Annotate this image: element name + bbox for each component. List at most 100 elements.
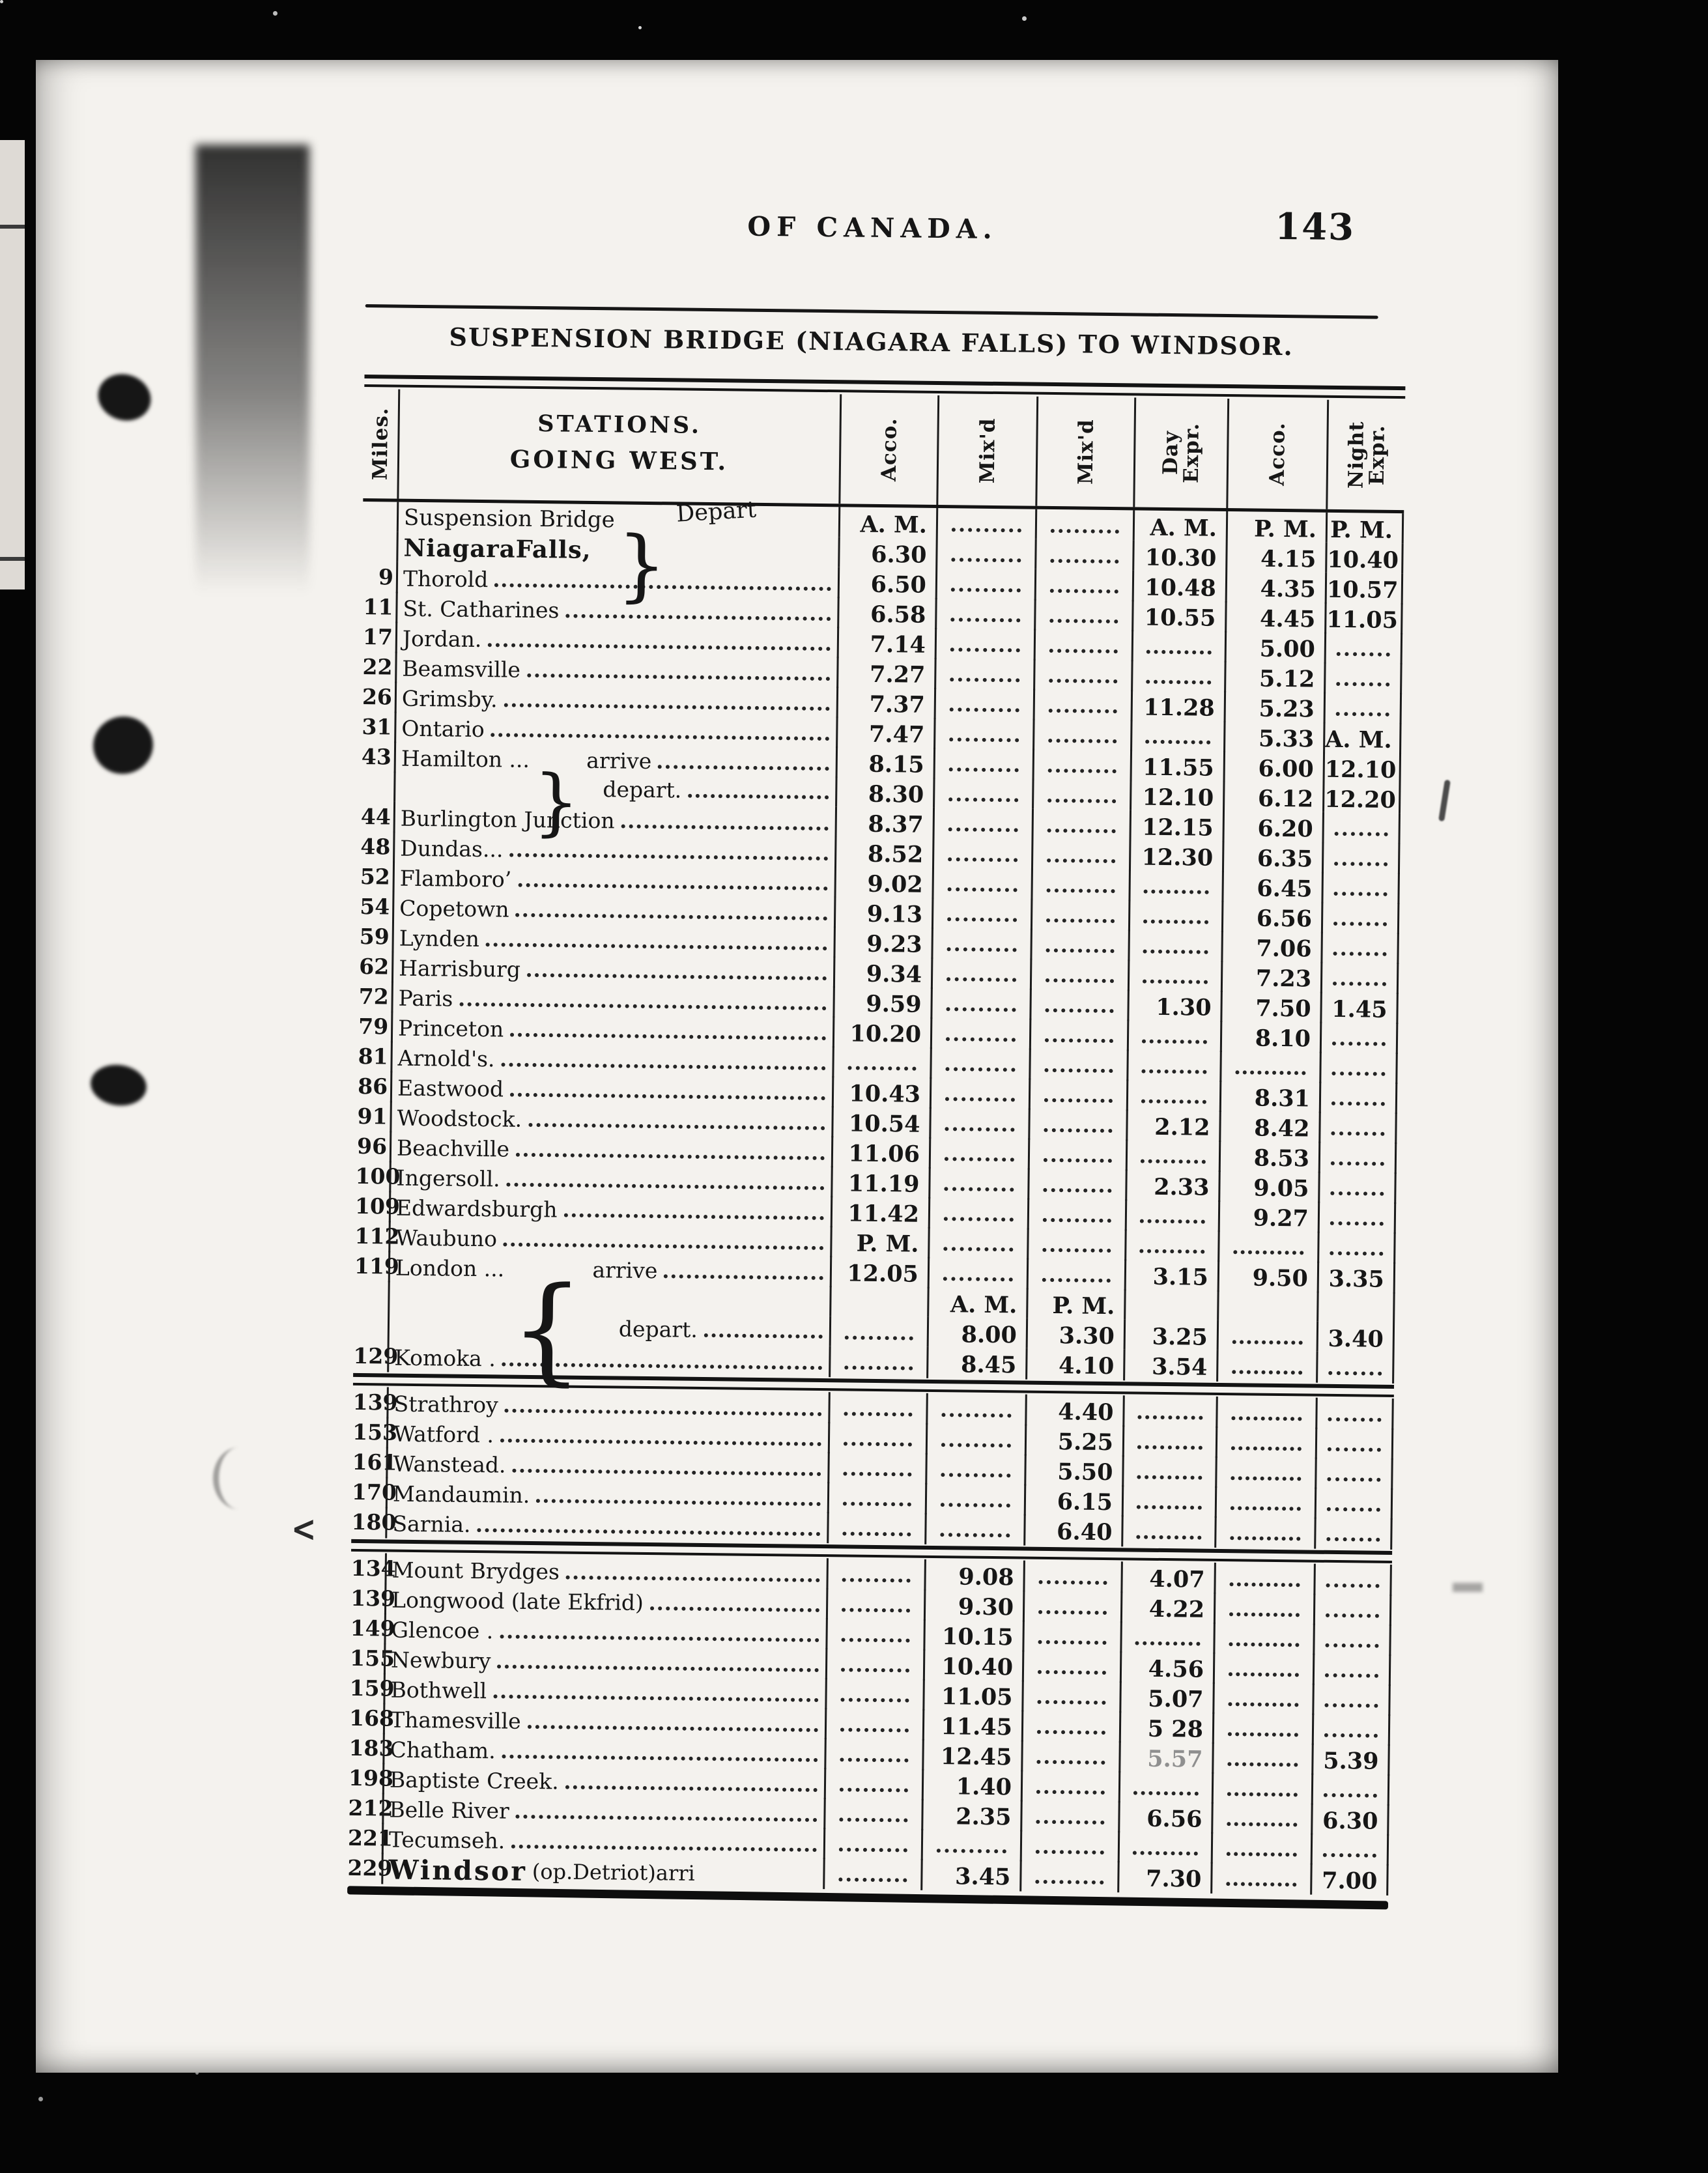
time-cell bbox=[1311, 1713, 1391, 1746]
time-value: 9.34 bbox=[866, 960, 922, 988]
dotted-filler bbox=[1132, 1851, 1199, 1856]
dotted-filler bbox=[1037, 1669, 1107, 1675]
dotted-leader bbox=[565, 1785, 818, 1793]
time-cell bbox=[1324, 632, 1403, 665]
time-cell: 9.23 bbox=[833, 926, 932, 959]
time-value: 7.00 bbox=[1321, 1867, 1378, 1895]
dotted-filler bbox=[1336, 651, 1390, 657]
time-value: 3.25 bbox=[1152, 1323, 1208, 1351]
time-cell: A. M. bbox=[838, 507, 937, 539]
time-value: 8.31 bbox=[1254, 1085, 1311, 1113]
time-value: 6.30 bbox=[1322, 1807, 1378, 1835]
time-cell bbox=[1027, 1228, 1125, 1261]
station-name: Edwardsburgh bbox=[395, 1195, 558, 1223]
time-value: 11.45 bbox=[941, 1713, 1013, 1741]
dotted-filler bbox=[1334, 831, 1388, 836]
miles-cell: 11 bbox=[363, 593, 393, 620]
time-cell bbox=[1216, 1320, 1317, 1352]
col-header-miles: Miles. bbox=[363, 389, 398, 499]
station-name: Lynden bbox=[399, 925, 480, 952]
time-cell: 5.57 bbox=[1118, 1741, 1212, 1774]
station-name: Jordan. bbox=[402, 625, 482, 653]
miles-cell: 221 bbox=[347, 1825, 393, 1851]
time-cell: 12.30 bbox=[1128, 840, 1223, 872]
dotted-leader bbox=[504, 703, 830, 711]
time-value: 10.55 bbox=[1144, 604, 1216, 632]
dotted-filler bbox=[1136, 1475, 1203, 1480]
time-cell bbox=[1130, 720, 1224, 752]
dotted-filler bbox=[946, 977, 1017, 982]
time-cell bbox=[1020, 1770, 1119, 1803]
time-cell bbox=[1034, 509, 1133, 541]
time-value: P. M. bbox=[1330, 516, 1393, 544]
time-cell bbox=[1125, 1139, 1219, 1172]
station-name: London ... bbox=[395, 1255, 505, 1282]
time-cell bbox=[1126, 1019, 1221, 1052]
dotted-leader bbox=[704, 1333, 823, 1339]
time-value: 12.10 bbox=[1142, 784, 1214, 812]
station-name: Newbury bbox=[390, 1647, 491, 1674]
time-value: 3.30 bbox=[1059, 1322, 1115, 1350]
station-name: Copetown bbox=[399, 895, 509, 922]
time-cell bbox=[930, 1017, 1030, 1050]
time-cell: 9.59 bbox=[833, 986, 931, 1019]
time-value: 12.30 bbox=[1141, 844, 1214, 872]
time-cell: 4.35 bbox=[1225, 571, 1326, 604]
time-value: 6.30 bbox=[870, 541, 927, 569]
stations-header-line2: GOING WEST. bbox=[509, 444, 729, 476]
time-cell: 12.20 bbox=[1322, 782, 1401, 814]
dotted-filler bbox=[945, 1037, 1016, 1042]
time-cell: 7.14 bbox=[836, 627, 935, 659]
miles-cell: 161 bbox=[352, 1449, 397, 1475]
time-cell bbox=[1312, 1653, 1391, 1686]
time-cell bbox=[1313, 1623, 1391, 1656]
miles-cell: 79 bbox=[358, 1013, 389, 1040]
dotted-filler bbox=[945, 1097, 1016, 1102]
miles-cell: 159 bbox=[349, 1675, 395, 1701]
time-value: 1.40 bbox=[956, 1773, 1012, 1801]
dotted-leader bbox=[527, 1724, 818, 1733]
time-cell bbox=[1210, 1862, 1311, 1895]
time-cell bbox=[928, 1197, 1028, 1230]
dotted-filler bbox=[944, 1187, 1014, 1192]
time-value: 8.52 bbox=[867, 840, 924, 868]
dotted-filler bbox=[1230, 1506, 1301, 1511]
time-cell: 3.15 bbox=[1124, 1259, 1218, 1292]
station-name-suffix: (op.Detriot)arri bbox=[532, 1859, 696, 1886]
time-value: 10.20 bbox=[849, 1020, 922, 1048]
dotted-filler bbox=[936, 1849, 1007, 1854]
time-cell bbox=[933, 777, 1032, 809]
dotted-filler bbox=[843, 1442, 913, 1447]
station-name: Flamboro’ bbox=[399, 865, 512, 892]
miles-cell: 129 bbox=[353, 1342, 399, 1369]
time-cell bbox=[1320, 931, 1399, 965]
time-value: 5.12 bbox=[1259, 665, 1315, 693]
dotted-filler bbox=[1141, 1069, 1207, 1074]
dotted-filler bbox=[1227, 1732, 1298, 1737]
time-cell bbox=[1313, 1563, 1392, 1596]
time-cell: 5.12 bbox=[1224, 660, 1324, 694]
dotted-filler bbox=[1332, 981, 1387, 986]
miles-cell: 229 bbox=[347, 1854, 393, 1881]
time-cell: 2.33 bbox=[1125, 1169, 1219, 1202]
time-value: 7.23 bbox=[1255, 965, 1312, 993]
stop-tag: depart. bbox=[618, 1316, 698, 1342]
time-cell: 5 28 bbox=[1118, 1711, 1213, 1744]
dotted-filler bbox=[1229, 1642, 1300, 1647]
time-cell bbox=[1021, 1710, 1120, 1743]
time-value: 5.57 bbox=[1147, 1745, 1203, 1773]
col-header-train-4: Acco. bbox=[1226, 399, 1328, 509]
section-title: SUSPENSION BRIDGE (NIAGARA FALLS) TO WIN… bbox=[449, 322, 1294, 362]
time-cell bbox=[823, 1828, 922, 1860]
miles-cell: 149 bbox=[350, 1615, 395, 1641]
station-name: Windsor bbox=[388, 1854, 528, 1887]
time-cell bbox=[1124, 1199, 1219, 1232]
time-cell bbox=[825, 1618, 924, 1651]
miles-cell: 91 bbox=[357, 1103, 388, 1129]
page-number: 143 bbox=[1274, 205, 1356, 249]
dotted-filler bbox=[1226, 1852, 1297, 1857]
station-name: Princeton bbox=[397, 1015, 504, 1042]
dotted-filler bbox=[943, 1247, 1014, 1252]
time-cell: 7.47 bbox=[836, 717, 934, 749]
time-cell bbox=[1124, 1289, 1217, 1320]
